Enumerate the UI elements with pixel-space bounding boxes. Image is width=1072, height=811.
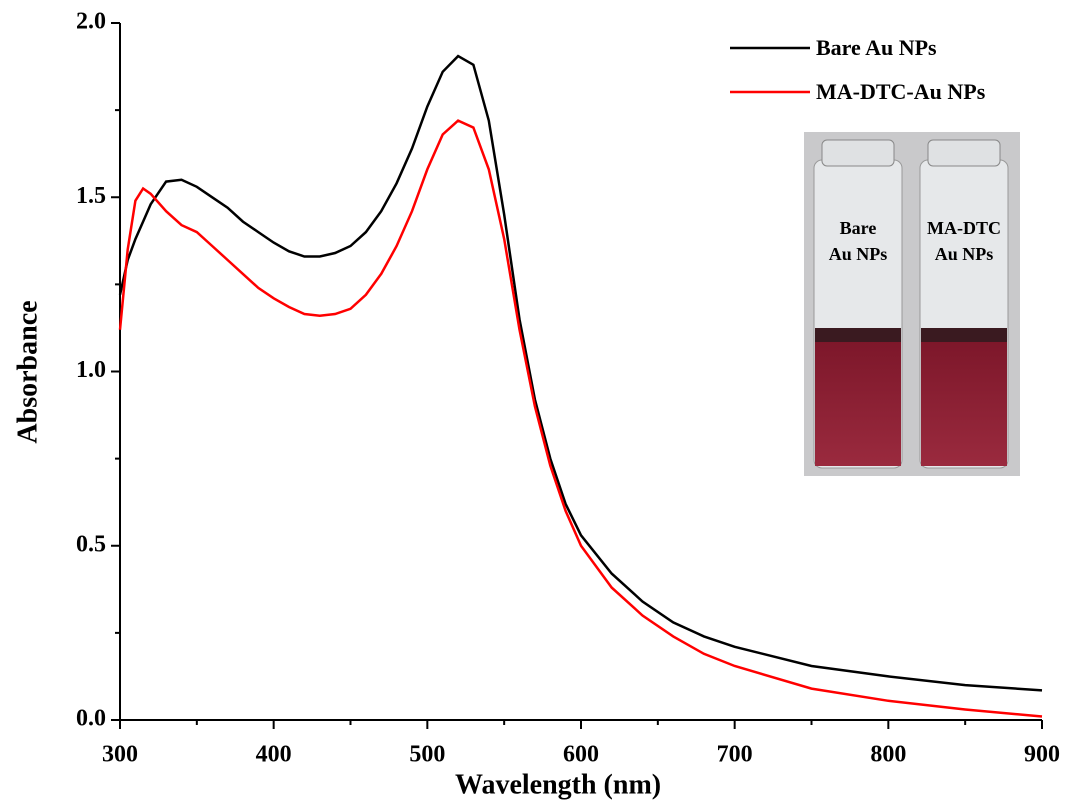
x-tick-label: 300	[102, 742, 138, 768]
inset-label: Au NPs	[935, 244, 994, 264]
inset-photo	[804, 132, 1020, 476]
x-tick-label: 400	[256, 742, 292, 768]
legend-label: MA-DTC-Au NPs	[816, 79, 986, 104]
y-axis-label: Absorbance	[12, 300, 43, 443]
y-tick-label: 1.5	[76, 183, 106, 209]
x-tick-label: 800	[870, 742, 906, 768]
x-tick-label: 700	[717, 742, 753, 768]
y-tick-label: 0.5	[76, 531, 106, 557]
y-tick-label: 2.0	[76, 9, 106, 35]
series-line	[118, 54, 1043, 692]
x-tick-label: 600	[563, 742, 599, 768]
series-line	[118, 119, 1043, 718]
inset-label: MA-DTC	[927, 218, 1001, 238]
y-tick-label: 1.0	[76, 357, 106, 383]
y-tick-label: 0.0	[76, 706, 106, 732]
x-tick-label: 900	[1024, 742, 1060, 768]
x-tick-label: 500	[409, 742, 445, 768]
legend-label: Bare Au NPs	[816, 35, 937, 60]
inset-label: Au NPs	[829, 244, 888, 264]
x-axis-label: Wavelength (nm)	[455, 769, 661, 800]
inset-label: Bare	[840, 218, 877, 238]
